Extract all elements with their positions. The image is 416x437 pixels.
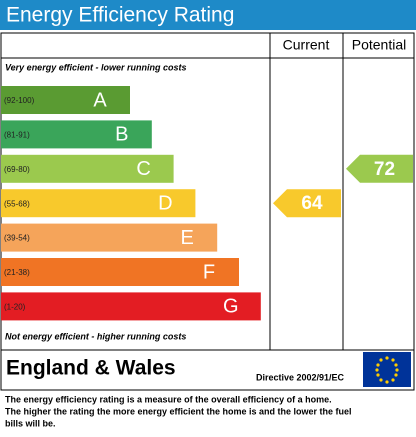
column-header: Current	[283, 37, 330, 53]
band-range: (69-80)	[4, 165, 30, 174]
band-bar	[1, 258, 239, 286]
band-letter: C	[136, 158, 150, 180]
eu-flag	[363, 352, 411, 387]
footnote: The higher the rating the more energy ef…	[5, 406, 352, 416]
band-range: (39-54)	[4, 234, 30, 243]
band-letter: E	[181, 227, 194, 249]
column-header: Potential	[352, 37, 406, 53]
top-note: Very energy efficient - lower running co…	[5, 62, 187, 72]
rating-value: 64	[301, 193, 323, 214]
rating-value: 72	[374, 159, 395, 180]
rating-arrow	[273, 189, 341, 218]
band-letter: G	[223, 296, 239, 318]
footer-frame	[0, 349, 415, 391]
band-letter: A	[93, 89, 107, 111]
band-letter: F	[203, 261, 215, 283]
band-bar	[1, 189, 196, 218]
band-range: (81-91)	[4, 131, 30, 140]
band-letter: B	[115, 124, 128, 146]
band-letter: D	[158, 192, 172, 214]
bottom-note: Not energy efficient - higher running co…	[5, 331, 186, 341]
title-bar	[0, 0, 416, 30]
directive: Directive 2002/91/EC	[256, 372, 345, 382]
band-bar	[1, 154, 174, 183]
rating-arrow	[346, 154, 413, 183]
band-bar	[1, 120, 152, 149]
band-range: (92-100)	[4, 96, 35, 105]
band-bar	[1, 223, 218, 252]
title: Energy Efficiency Rating	[6, 4, 234, 27]
footnote: The energy efficiency rating is a measur…	[5, 394, 332, 404]
band-range: (21-38)	[4, 268, 30, 277]
band-bar	[1, 86, 130, 114]
region: England & Wales	[6, 357, 176, 380]
band-bar	[1, 292, 261, 321]
footnote: bills will be.	[5, 418, 56, 428]
band-range: (55-68)	[4, 199, 30, 208]
band-range: (1-20)	[4, 303, 26, 312]
